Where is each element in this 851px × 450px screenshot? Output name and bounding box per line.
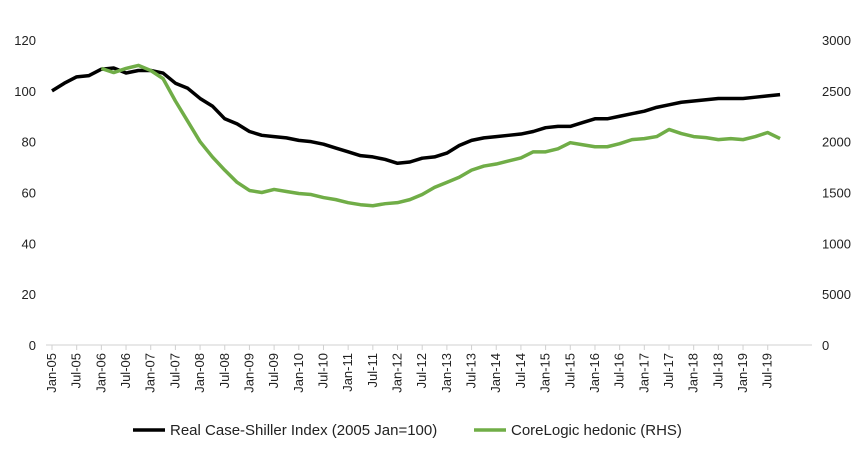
x-tick-label: Jan-17 bbox=[636, 353, 651, 393]
legend-label: Real Case-Shiller Index (2005 Jan=100) bbox=[170, 422, 437, 439]
x-tick-label: Jul-09 bbox=[266, 353, 281, 388]
y2-tick-label: 100000 bbox=[822, 236, 851, 251]
y2-tick-label: 150000 bbox=[822, 186, 851, 201]
x-tick-label: Jul-17 bbox=[661, 353, 676, 388]
y-tick-label: 40 bbox=[22, 236, 36, 251]
x-tick-label: Jul-06 bbox=[118, 353, 133, 388]
y2-tick-label: 200000 bbox=[822, 135, 851, 150]
x-tick-label: Jan-14 bbox=[488, 353, 503, 393]
x-tick-label: Jan-08 bbox=[192, 353, 207, 393]
x-tick-label: Jan-06 bbox=[93, 353, 108, 393]
x-tick-label: Jan-09 bbox=[241, 353, 256, 393]
y-tick-label: 0 bbox=[29, 338, 36, 353]
x-tick-label: Jan-16 bbox=[587, 353, 602, 393]
x-tick-label: Jul-14 bbox=[513, 353, 528, 388]
x-tick-label: Jul-10 bbox=[315, 353, 330, 388]
y2-tick-label: 250000 bbox=[822, 84, 851, 99]
y-tick-label: 20 bbox=[22, 287, 36, 302]
x-tick-label: Jul-12 bbox=[414, 353, 429, 388]
line-series bbox=[51, 66, 781, 166]
x-tick-label: Jul-05 bbox=[69, 353, 84, 388]
x-tick-label: Jul-18 bbox=[710, 353, 725, 388]
x-tick-label: Jul-11 bbox=[365, 353, 380, 387]
x-tick-label: Jan-13 bbox=[439, 353, 454, 393]
y2-tick-label: 50000 bbox=[822, 287, 851, 302]
y-tick-label: 80 bbox=[22, 135, 36, 150]
x-tick-label: Jul-16 bbox=[612, 353, 627, 388]
x-tick-label: Jan-11 bbox=[340, 353, 355, 392]
x-tick-label: Jan-12 bbox=[390, 353, 405, 393]
y-tick-label: 120 bbox=[14, 33, 36, 48]
line-series bbox=[100, 63, 781, 208]
x-tick-label: Jul-13 bbox=[464, 353, 479, 388]
x-tick-label: Jul-15 bbox=[562, 353, 577, 388]
x-tick-label: Jan-10 bbox=[291, 353, 306, 393]
y-tick-label: 100 bbox=[14, 84, 36, 99]
x-tick-label: Jul-19 bbox=[760, 353, 775, 388]
x-tick-label: Jan-18 bbox=[686, 353, 701, 393]
y2-tick-label: 300000 bbox=[822, 33, 851, 48]
y2-tick-label: 0 bbox=[822, 338, 829, 353]
x-tick-label: Jan-15 bbox=[538, 353, 553, 393]
x-tick-label: Jul-07 bbox=[167, 353, 182, 388]
x-tick-label: Jan-07 bbox=[143, 353, 158, 393]
x-tick-label: Jul-08 bbox=[217, 353, 232, 388]
legend-label: CoreLogic hedonic (RHS) bbox=[511, 422, 682, 439]
x-tick-label: Jan-05 bbox=[44, 353, 59, 393]
x-tick-label: Jan-19 bbox=[735, 353, 750, 393]
y-tick-label: 60 bbox=[22, 186, 36, 201]
